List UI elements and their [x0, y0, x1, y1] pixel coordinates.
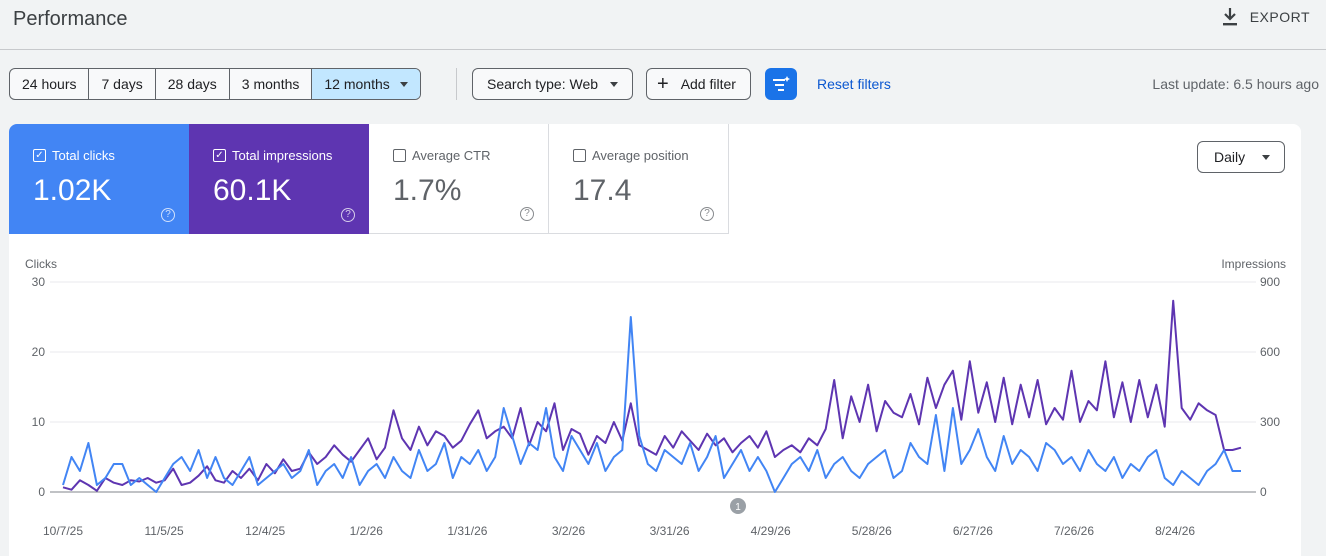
x-tick-label: 1/2/26	[350, 524, 384, 538]
y-right-tick-label: 600	[1260, 345, 1280, 359]
filter-toolbar: 24 hours 7 days 28 days 3 months 12 mont…	[9, 68, 1319, 100]
help-icon[interactable]: ?	[161, 208, 175, 222]
metric-impressions-label: Total impressions	[232, 148, 333, 163]
metric-average-ctr[interactable]: Average CTR 1.7% ?	[369, 124, 549, 234]
range-3-months[interactable]: 3 months	[230, 69, 313, 99]
filter-settings-button[interactable]	[765, 68, 797, 100]
chevron-down-icon	[399, 81, 408, 87]
x-tick-label: 6/27/26	[953, 524, 993, 538]
annotation-marker	[730, 498, 746, 514]
x-tick-label: 8/24/26	[1155, 524, 1195, 538]
download-icon	[1222, 8, 1237, 26]
granularity-dropdown[interactable]: Daily	[1197, 141, 1285, 173]
y-left-axis-label: Clicks	[25, 257, 57, 271]
date-range-selector: 24 hours 7 days 28 days 3 months 12 mont…	[9, 68, 421, 100]
add-filter-button[interactable]: + Add filter	[646, 68, 751, 100]
search-type-label: Search type: Web	[487, 76, 599, 92]
y-left-tick-label: 20	[32, 345, 46, 359]
clicks-series-line	[62, 316, 1241, 493]
metric-total-clicks[interactable]: ✓ Total clicks 1.02K ?	[9, 124, 189, 234]
export-button[interactable]: EXPORT	[1222, 8, 1310, 26]
help-icon[interactable]: ?	[341, 208, 355, 222]
x-tick-label: 10/7/25	[43, 524, 83, 538]
filter-sparkle-icon	[773, 76, 790, 91]
performance-chart: 30 20 10 0 900 600 300 0 Clicks Impressions 10/7/2…	[25, 257, 1286, 538]
checkbox-unchecked-icon	[393, 149, 406, 162]
metric-position-label: Average position	[592, 148, 689, 163]
range-28-days[interactable]: 28 days	[156, 69, 230, 99]
x-tick-label: 3/2/26	[552, 524, 586, 538]
performance-card: ✓ Total clicks 1.02K ? ✓ Total impressions…	[9, 124, 1301, 556]
checkbox-checked-icon: ✓	[33, 149, 46, 162]
metric-clicks-value: 1.02K	[33, 174, 112, 207]
y-left-tick-label: 10	[32, 415, 46, 429]
metric-ctr-label: Average CTR	[412, 148, 491, 163]
y-left-tick-label: 0	[38, 485, 45, 499]
search-type-dropdown[interactable]: Search type: Web	[472, 68, 634, 100]
page-title: Performance	[13, 8, 128, 30]
granularity-label: Daily	[1214, 149, 1246, 165]
chevron-down-icon	[1262, 154, 1270, 160]
checkbox-checked-icon: ✓	[213, 149, 226, 162]
y-left-tick-label: 30	[32, 275, 46, 289]
range-12-months[interactable]: 12 months	[312, 69, 420, 99]
y-right-tick-label: 300	[1260, 415, 1280, 429]
chevron-down-icon	[610, 81, 619, 87]
range-12-months-label: 12 months	[324, 76, 390, 92]
metric-total-impressions[interactable]: ✓ Total impressions 60.1K ?	[189, 124, 369, 234]
x-tick-label: 3/31/26	[650, 524, 690, 538]
y-right-tick-label: 900	[1260, 275, 1280, 289]
y-right-tick-label: 0	[1260, 485, 1267, 499]
range-7-days[interactable]: 7 days	[89, 69, 156, 99]
x-tick-label: 4/29/26	[751, 524, 791, 538]
metric-ctr-header: Average CTR	[393, 148, 491, 163]
metric-impressions-value: 60.1K	[213, 174, 292, 207]
add-filter-label: Add filter	[680, 76, 736, 92]
checkbox-unchecked-icon	[573, 149, 586, 162]
range-24-hours[interactable]: 24 hours	[10, 69, 90, 99]
plus-icon: +	[657, 73, 669, 95]
export-label: EXPORT	[1249, 9, 1310, 25]
x-tick-label: 11/5/25	[145, 524, 184, 538]
metric-position-value: 17.4	[573, 174, 632, 207]
help-icon[interactable]: ?	[700, 207, 714, 221]
impressions-series-line	[62, 299, 1242, 492]
toolbar-divider	[456, 68, 457, 100]
metric-average-position[interactable]: Average position 17.4 ?	[549, 124, 729, 234]
reset-filters-link[interactable]: Reset filters	[817, 76, 891, 92]
metric-clicks-header: ✓ Total clicks	[33, 148, 115, 163]
help-icon[interactable]: ?	[520, 207, 534, 221]
metric-clicks-label: Total clicks	[52, 148, 115, 163]
x-tick-label: 1/31/26	[447, 524, 487, 538]
x-tick-label: 7/26/26	[1054, 524, 1094, 538]
metric-impressions-header: ✓ Total impressions	[213, 148, 332, 163]
last-update-text: Last update: 6.5 hours ago	[1152, 76, 1319, 92]
metric-position-header: Average position	[573, 148, 689, 163]
x-tick-label: 12/4/25	[245, 524, 285, 538]
x-tick-label: 5/28/26	[852, 524, 892, 538]
annotation-label: 1	[735, 502, 741, 513]
metric-ctr-value: 1.7%	[393, 174, 462, 207]
y-right-axis-label: Impressions	[1221, 257, 1286, 271]
page-header: Performance EXPORT	[0, 0, 1326, 50]
